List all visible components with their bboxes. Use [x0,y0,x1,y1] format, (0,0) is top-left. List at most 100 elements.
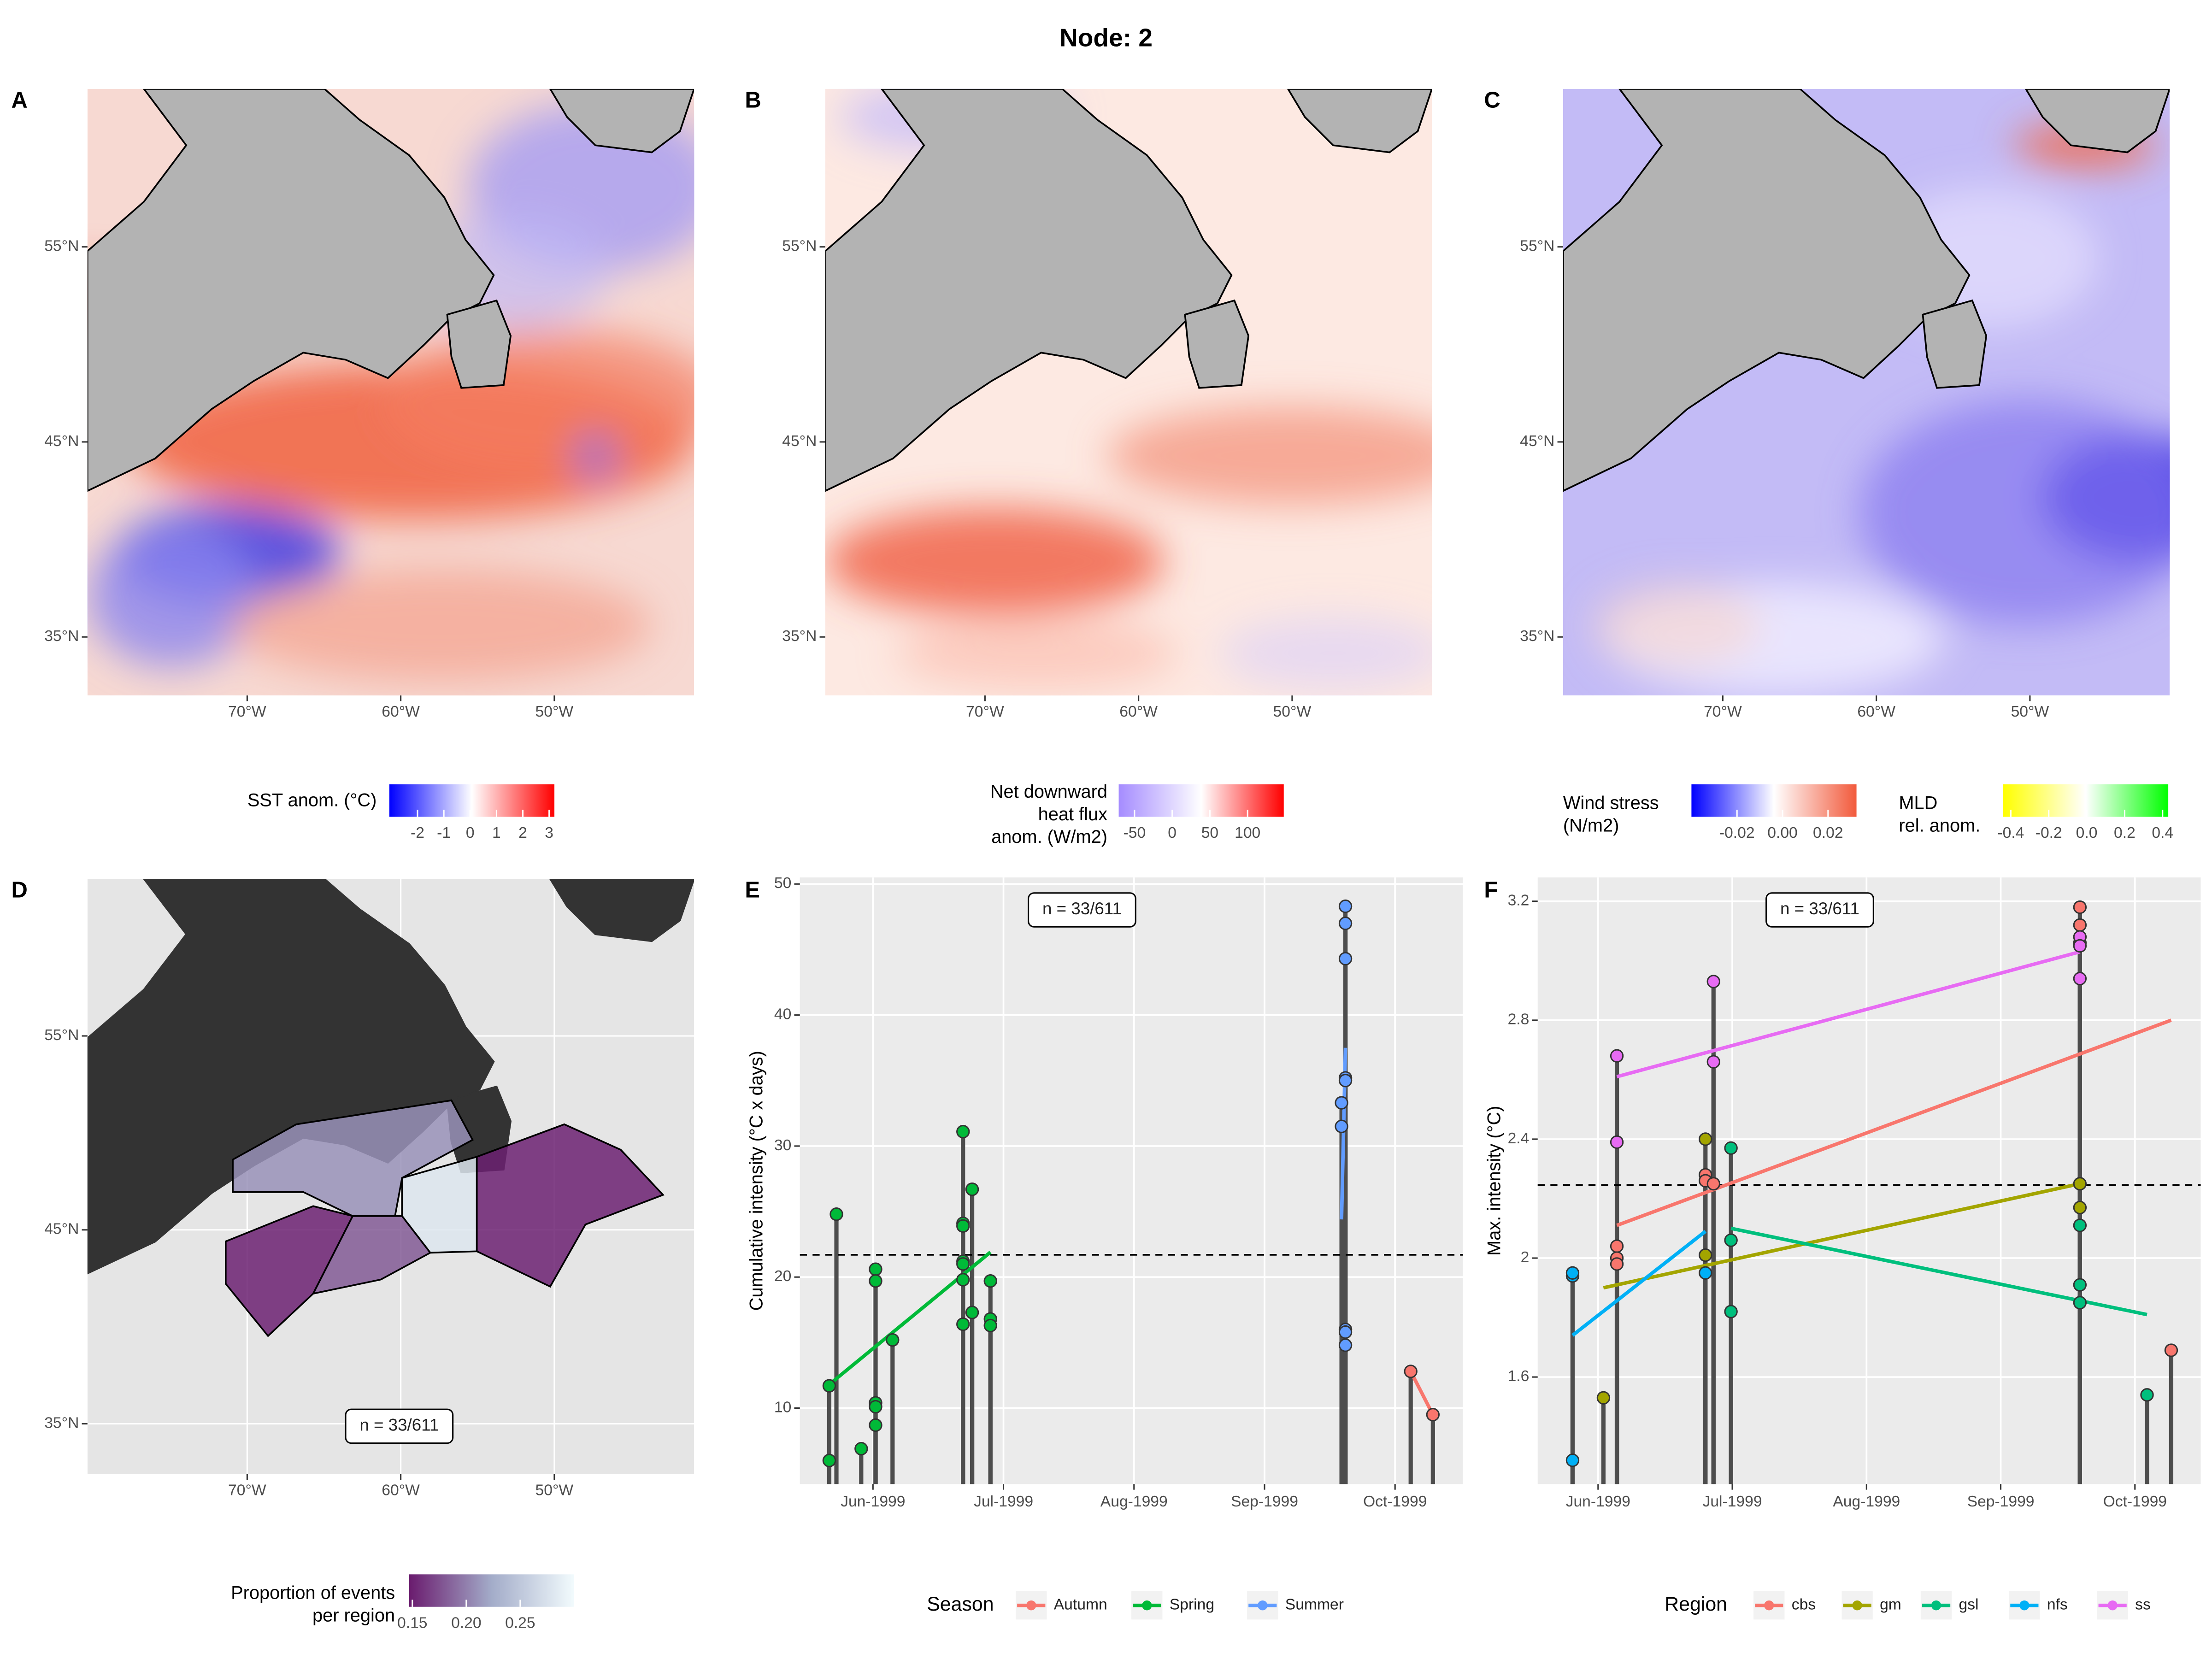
point [1426,1408,1440,1422]
colorbar-tick-label: 0.00 [1767,824,1798,841]
panel-letter: B [745,88,761,112]
legend-label: cbs [1792,1596,1816,1613]
point [2073,939,2087,953]
point [822,1453,836,1467]
legend-title: Region [1665,1593,1727,1615]
land [825,88,1233,492]
colorbar [409,1574,574,1607]
point [1565,1453,1580,1467]
point [2073,900,2087,914]
x-tick-label: Jun-1999 [1566,1493,1630,1510]
annotation: n = 33/611 [1780,899,1859,918]
y-axis-label: Cumulative intensity (°C x days) [746,1051,766,1311]
legend-label: nfs [2047,1596,2068,1613]
point [1724,1305,1738,1318]
y-axis-label: Max. intensity (°C) [1484,1106,1504,1256]
field-patch [1859,399,2170,625]
field-patch [825,508,1164,615]
x-tick-label: 70°W [228,1482,266,1499]
y-tick-label: 45°N [44,1221,79,1238]
annotation-box [1765,892,1874,928]
point [2073,1200,2087,1215]
field-patch [1591,582,1761,667]
y-tick-label: 35°N [44,1414,79,1431]
y-tick-label: 45°N [44,433,79,450]
colorbar [1118,784,1284,817]
x-tick-label: 60°W [1857,703,1895,720]
x-tick-label: 50°W [535,1482,574,1499]
point [1610,1257,1624,1271]
legend-label: Spring [1170,1596,1214,1613]
point [1338,916,1353,930]
x-tick-label: 50°W [2011,703,2049,720]
panel-letter: F [1484,878,1498,903]
colorbar-tick-label: 0 [1168,824,1177,841]
x-tick-label: Aug-1999 [1100,1493,1168,1510]
point [1596,1391,1611,1405]
land [1184,299,1250,389]
colorbar-title: per region [312,1606,395,1626]
y-tick-label: 2.4 [1508,1130,1530,1147]
point [1404,1365,1418,1378]
colorbar-tick-label: 0.02 [1813,824,1843,841]
colorbar-tick-label: -1 [437,824,451,841]
point [886,1333,900,1347]
y-tick-label: 55°N [44,238,79,255]
point [2073,1296,2087,1310]
legend-point [1142,1600,1152,1611]
y-tick-label: 55°N [1520,238,1554,255]
point [2073,1177,2087,1191]
y-tick-label: 40 [774,1006,791,1023]
point [1565,1266,1580,1280]
legend-point [2019,1600,2030,1611]
map-area [1563,88,2170,696]
x-tick-label: Oct-1999 [1363,1493,1427,1510]
panel-background [800,877,1463,1484]
colorbar-title: Wind stress [1563,793,1659,813]
trend-line [1409,1371,1435,1416]
point [1338,1338,1353,1352]
legend-title: Season [927,1593,994,1615]
colorbar-tick-label: 0.4 [2152,824,2173,841]
land [1287,88,1432,153]
x-tick-label: Jul-1999 [974,1493,1033,1510]
colorbar-title: Proportion of events [231,1583,395,1603]
point [2140,1388,2154,1402]
point [1338,952,1353,966]
point [1610,1049,1624,1063]
point [869,1418,882,1432]
colorbar [2003,784,2169,817]
colorbar-title: MLD [1899,793,1937,813]
legend-point [1764,1600,1774,1611]
legend-label: Autumn [1054,1596,1107,1613]
colorbar-tick-label: 0.0 [2076,824,2098,841]
x-tick-label: 50°W [535,703,574,720]
colorbar-tick-label: -50 [1124,824,1146,841]
legend-point [2107,1600,2118,1611]
map-area [825,88,1432,696]
colorbar-title: rel. anom. [1899,815,1980,835]
point [983,1274,997,1288]
land [446,299,512,389]
trend-line [1616,950,2081,1079]
field-patch [87,526,257,667]
land [87,88,495,492]
trend-line [1616,1018,2172,1227]
legend-point [1931,1600,1941,1611]
x-tick-label: Jul-1999 [1702,1493,1762,1510]
colorbar-title: (N/m2) [1563,815,1619,835]
annotation: n = 33/611 [359,1416,439,1435]
point [1338,1325,1353,1339]
y-tick-label: 3.2 [1508,892,1530,909]
colorbar-title: heat flux [1038,804,1107,824]
field-patch [1220,618,1432,688]
colorbar-tick-label: 0.25 [505,1614,535,1631]
region [401,1155,478,1254]
point [956,1317,970,1331]
map-area [87,88,694,696]
colorbar-title: SST anom. (°C) [247,790,377,810]
region [232,1099,474,1217]
panel-letter: D [11,878,27,903]
legend-label: gm [1880,1596,1901,1613]
